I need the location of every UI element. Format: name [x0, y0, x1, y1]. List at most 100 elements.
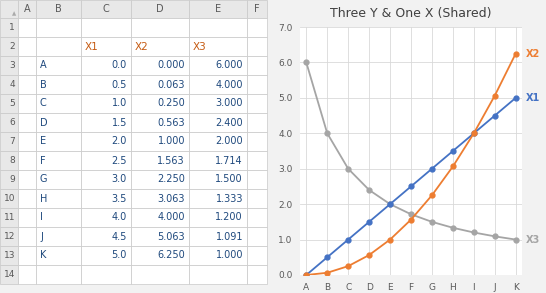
Text: 1.500: 1.500: [215, 175, 243, 185]
Text: 6.000: 6.000: [216, 60, 243, 71]
Text: 14: 14: [4, 270, 15, 279]
Bar: [131, 18, 189, 37]
Bar: [189, 37, 247, 56]
Text: A: A: [40, 60, 46, 71]
Bar: [36, 75, 81, 94]
Text: 1: 1: [9, 23, 15, 32]
Text: B: B: [40, 79, 47, 89]
Text: 0.5: 0.5: [111, 79, 127, 89]
Bar: [131, 37, 189, 56]
Text: 5.063: 5.063: [157, 231, 185, 241]
Bar: [81, 208, 131, 227]
Text: 3.5: 3.5: [111, 193, 127, 204]
Bar: [81, 132, 131, 151]
Bar: [247, 151, 267, 170]
Text: 6: 6: [9, 118, 15, 127]
Bar: [247, 113, 267, 132]
Bar: [0, 56, 18, 75]
Bar: [131, 265, 189, 284]
Bar: [0, 189, 18, 208]
Text: C: C: [103, 4, 109, 14]
Text: 5.0: 5.0: [111, 251, 127, 260]
Text: 2.250: 2.250: [157, 175, 185, 185]
Text: 0.250: 0.250: [157, 98, 185, 108]
Bar: [36, 37, 81, 56]
Bar: [247, 265, 267, 284]
Text: B: B: [55, 4, 62, 14]
Bar: [18, 170, 36, 189]
Bar: [247, 56, 267, 75]
Bar: [189, 75, 247, 94]
Text: X2: X2: [135, 42, 149, 52]
Bar: [247, 75, 267, 94]
Text: ▲: ▲: [12, 11, 16, 16]
Bar: [131, 56, 189, 75]
Text: G: G: [40, 175, 48, 185]
Text: 0.063: 0.063: [157, 79, 185, 89]
Bar: [131, 246, 189, 265]
Bar: [189, 18, 247, 37]
Text: 2.5: 2.5: [111, 156, 127, 166]
Text: X1: X1: [526, 93, 540, 103]
Bar: [131, 189, 189, 208]
Bar: [36, 208, 81, 227]
Bar: [247, 18, 267, 37]
Text: 9: 9: [9, 175, 15, 184]
Bar: [131, 208, 189, 227]
Text: H: H: [40, 193, 48, 204]
Bar: [247, 37, 267, 56]
Bar: [131, 113, 189, 132]
Bar: [0, 265, 18, 284]
Text: X3: X3: [193, 42, 207, 52]
Bar: [0, 94, 18, 113]
Bar: [189, 56, 247, 75]
Text: 1.000: 1.000: [216, 251, 243, 260]
Bar: [81, 18, 131, 37]
Text: C: C: [40, 98, 47, 108]
Bar: [81, 170, 131, 189]
Bar: [18, 189, 36, 208]
Text: 12: 12: [4, 232, 15, 241]
Bar: [36, 18, 81, 37]
Text: 1.333: 1.333: [216, 193, 243, 204]
Bar: [247, 189, 267, 208]
Bar: [36, 94, 81, 113]
Bar: [189, 0, 247, 18]
Bar: [247, 208, 267, 227]
Bar: [81, 265, 131, 284]
Bar: [247, 170, 267, 189]
Bar: [81, 75, 131, 94]
Text: 2.0: 2.0: [111, 137, 127, 146]
Text: F: F: [40, 156, 46, 166]
Text: 2: 2: [9, 42, 15, 51]
Bar: [81, 227, 131, 246]
Bar: [36, 0, 81, 18]
Bar: [81, 151, 131, 170]
Bar: [131, 227, 189, 246]
Text: 7: 7: [9, 137, 15, 146]
Text: 2.400: 2.400: [215, 117, 243, 127]
Bar: [18, 265, 36, 284]
Bar: [0, 246, 18, 265]
Bar: [247, 227, 267, 246]
Text: 3.0: 3.0: [112, 175, 127, 185]
Text: 3.063: 3.063: [157, 193, 185, 204]
Text: 4.000: 4.000: [157, 212, 185, 222]
Text: J: J: [40, 231, 43, 241]
Bar: [36, 132, 81, 151]
Bar: [18, 37, 36, 56]
Text: D: D: [156, 4, 164, 14]
Bar: [18, 227, 36, 246]
Text: 1.5: 1.5: [111, 117, 127, 127]
Text: F: F: [254, 4, 260, 14]
Bar: [81, 113, 131, 132]
Bar: [0, 113, 18, 132]
Text: 1.000: 1.000: [157, 137, 185, 146]
Text: 1.0: 1.0: [112, 98, 127, 108]
Bar: [247, 246, 267, 265]
Bar: [131, 151, 189, 170]
Bar: [81, 56, 131, 75]
Text: 8: 8: [9, 156, 15, 165]
Bar: [0, 227, 18, 246]
Bar: [81, 189, 131, 208]
